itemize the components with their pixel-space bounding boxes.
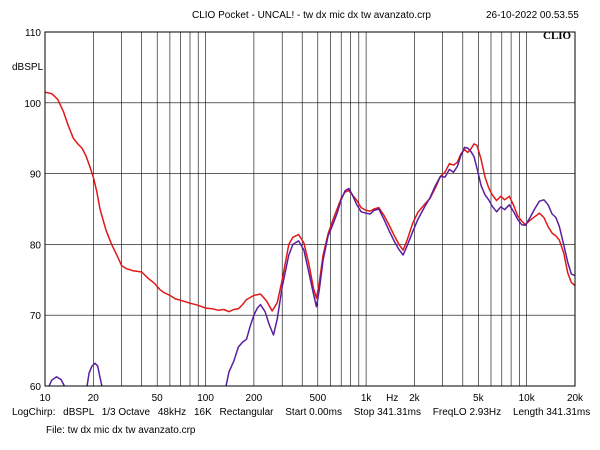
x-tick-label: 20k bbox=[567, 393, 584, 404]
plot-frame bbox=[44, 31, 576, 387]
tick-labels: 10 20 50 100 200 500 1k 2k 5k 10k 20k Hz 60 70 80 90 100… bbox=[24, 28, 584, 404]
x-tick-label: 50 bbox=[152, 393, 164, 404]
setting-window: Rectangular bbox=[219, 407, 274, 418]
x-tick-label: 2k bbox=[409, 393, 421, 404]
setting-stop: Stop 341.31ms bbox=[353, 407, 421, 418]
setting-length: Length 341.31ms bbox=[512, 407, 591, 418]
setting-mode: LogChirp: bbox=[12, 407, 56, 418]
y-tick-label: 110 bbox=[25, 28, 41, 39]
series-2-line bbox=[86, 362, 103, 387]
setting-unit: dBSPL bbox=[63, 407, 94, 418]
x-tick-label: 200 bbox=[246, 393, 263, 404]
timestamp: 26-10-2022 00.53.55 bbox=[486, 10, 579, 21]
grid bbox=[45, 32, 575, 386]
x-tick-label: 500 bbox=[309, 393, 326, 404]
x-tick-label: 10k bbox=[519, 393, 536, 404]
setting-rate: 48kHz bbox=[157, 407, 187, 418]
y-tick-label: 100 bbox=[24, 99, 41, 110]
x-tick-label: 5k bbox=[473, 393, 485, 404]
setting-freqlo: FreqLO 2.93Hz bbox=[432, 407, 502, 418]
setting-start: Start 0.00ms bbox=[285, 407, 342, 418]
x-tick-label: 1k bbox=[361, 393, 373, 404]
y-tick-label: 60 bbox=[30, 382, 42, 393]
x-tick-label: 20 bbox=[88, 393, 100, 404]
series-1-line bbox=[44, 91, 576, 313]
series-2-line bbox=[48, 376, 66, 387]
setting-size: 16K bbox=[193, 407, 212, 418]
series-layer bbox=[44, 91, 576, 387]
clio-logo: CLIO bbox=[543, 30, 572, 42]
x-tick-label: 100 bbox=[197, 393, 214, 404]
series-2-line bbox=[225, 146, 576, 387]
x-tick-label: 10 bbox=[39, 393, 51, 404]
settings-bar: LogChirp: dBSPL 1/3 Octave 48kHz 16K Rec… bbox=[12, 407, 590, 419]
y-tick-label: 80 bbox=[30, 240, 42, 251]
chart-title: CLIO Pocket - UNCAL! - tw dx mic dx tw a… bbox=[192, 10, 431, 21]
setting-smoothing: 1/3 Octave bbox=[101, 407, 151, 418]
x-axis-label: Hz bbox=[386, 393, 398, 404]
y-tick-label: 70 bbox=[30, 311, 42, 322]
file-name: File: tw dx mic dx tw avanzato.crp bbox=[46, 425, 196, 436]
y-axis-label: dBSPL bbox=[12, 62, 44, 73]
y-tick-label: 90 bbox=[30, 170, 42, 181]
